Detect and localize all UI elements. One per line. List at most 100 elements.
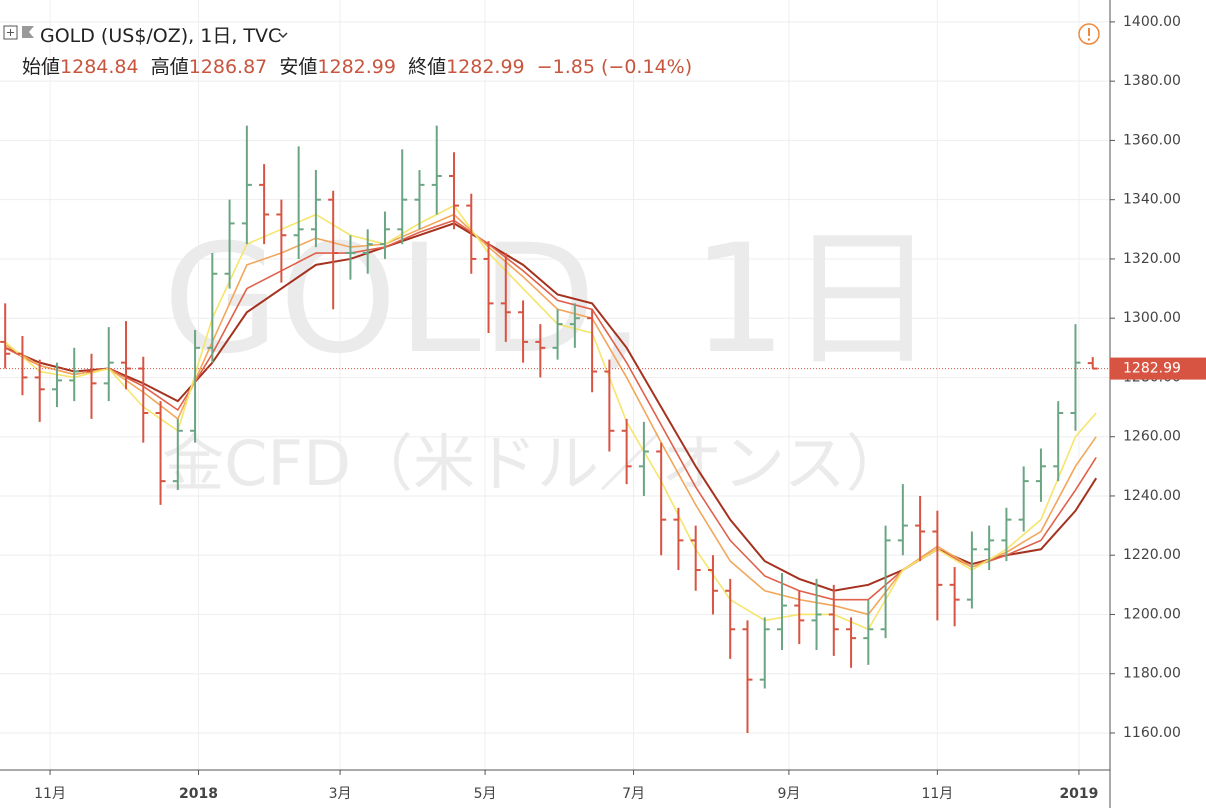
ohlc-bar	[656, 442, 667, 556]
ohlc-bar	[725, 578, 736, 659]
ohlc-bar	[846, 617, 857, 668]
ohlc-bar	[638, 421, 649, 496]
ohlc-bar	[155, 401, 166, 505]
x-tick-label: 11月	[34, 786, 66, 802]
watermark-group: GOLD, 1日 金CFD（米ドル／オンス）	[162, 213, 937, 500]
change: −1.85 (−0.14%)	[536, 56, 693, 78]
expand-icon[interactable]	[3, 25, 18, 40]
ohlc-bar	[811, 578, 822, 651]
ohlc-bar	[224, 199, 235, 289]
ohlc-bar	[621, 418, 632, 485]
ohlc-bar	[984, 525, 995, 571]
y-tick-label: 1300.00	[1123, 310, 1181, 326]
ohlc-bar	[673, 507, 684, 571]
ohlc-bar	[915, 495, 926, 562]
ohlc-bar	[328, 190, 339, 310]
chevron[interactable]	[278, 32, 288, 39]
ohlc-legend: 始値1284.84 高値1286.87 安値1282.99 終値1282.99 …	[22, 52, 692, 79]
ohlc-bar	[259, 164, 270, 245]
ohlc-value: 1282.99	[446, 56, 525, 78]
ohlc-bar	[794, 590, 805, 645]
ohlc-bar	[552, 309, 563, 360]
ohlc-bar	[1018, 466, 1029, 532]
ohlc-bar	[949, 567, 960, 627]
x-tick-label: 2019	[1059, 786, 1098, 802]
ohlc-bar	[897, 484, 908, 556]
ohlc-bar	[138, 356, 149, 443]
ohlc-bar	[742, 620, 753, 733]
ohlc-bar	[500, 253, 511, 342]
ohlc-label: 高値	[150, 56, 189, 78]
ohlc-label: 終値	[408, 56, 447, 78]
y-tick-label: 1340.00	[1123, 192, 1181, 208]
ohlc-bar	[483, 241, 494, 334]
y-tick-label: 1200.00	[1123, 606, 1181, 622]
ohlc-bar	[34, 359, 45, 422]
axes: 1160.00 1180.00 1200.00 1220.00 1240.00 1260.…	[34, 14, 1206, 802]
y-tick-label: 1220.00	[1123, 547, 1181, 563]
ohlc-bar	[172, 418, 183, 491]
y-tick-label: 1180.00	[1123, 666, 1181, 682]
y-tick-label: 1380.00	[1123, 73, 1181, 89]
x-tick-label: 2018	[179, 786, 218, 802]
y-tick-label: 1320.00	[1123, 251, 1181, 267]
watermark: 金CFD（米ドル／オンス）	[162, 427, 907, 500]
ohlc-value: 1286.87	[188, 56, 268, 78]
x-tick-label: 5月	[474, 786, 497, 802]
ohlc-label: 始値	[22, 56, 61, 78]
ohlc-bar	[449, 152, 460, 230]
ohlc-bar	[362, 229, 373, 274]
ohlc-bar	[276, 199, 287, 283]
ohlc-bar	[431, 125, 442, 215]
ohlc-bar	[604, 359, 615, 452]
x-tick-label: 9月	[777, 786, 800, 802]
ohlc-label: 安値	[279, 56, 318, 78]
ohlc-bar	[379, 211, 390, 259]
ohlc-bar	[966, 531, 977, 609]
ohlc-bar	[241, 125, 252, 245]
ohlc-bar	[777, 572, 788, 651]
ohlc-bar	[828, 584, 839, 656]
ohlc-bar	[863, 599, 874, 665]
symbol-title[interactable]: GOLD (US$/OZ), 1日, TVC	[40, 25, 282, 47]
flag-icon[interactable]	[22, 26, 34, 38]
ohlc-bar	[190, 330, 201, 443]
ohlc-bar	[932, 510, 943, 621]
ohlc-bar	[17, 335, 28, 396]
alert-icon[interactable]	[1078, 23, 1100, 45]
ohlc-bar	[518, 300, 529, 363]
last-price-label: 1282.99	[1123, 361, 1181, 377]
x-tick-label: 3月	[329, 786, 352, 802]
ohlc-bar	[1053, 401, 1064, 482]
ohlc-bar	[466, 193, 477, 274]
ohlc-bar	[880, 525, 891, 639]
ohlc-bar	[69, 347, 80, 402]
ohlc-value: 1282.99	[317, 56, 396, 78]
ohlc-value: 1284.84	[60, 56, 139, 78]
watermark: GOLD, 1日	[163, 213, 937, 387]
ohlc-bar	[707, 555, 718, 615]
icon-stroke	[1087, 38, 1091, 41]
ohlc-bar	[0, 303, 11, 369]
ohlc-bar	[1035, 448, 1046, 502]
y-tick-label: 1160.00	[1123, 725, 1181, 741]
ohlc-bar	[414, 170, 425, 230]
x-tick-label: 11月	[921, 786, 953, 802]
ohlc-bar	[207, 253, 218, 363]
y-tick-label: 1260.00	[1123, 429, 1181, 445]
ohlc-bar	[293, 146, 304, 259]
ohlc-bar	[690, 525, 701, 591]
ohlc-bar	[51, 362, 62, 408]
ohlc-bar	[1070, 324, 1081, 431]
ohlc-bar	[310, 170, 321, 248]
ohlc-bar	[587, 309, 598, 393]
ohlc-bar	[86, 353, 97, 419]
ohlc-bar	[569, 303, 580, 348]
ohlc-bar	[759, 617, 770, 689]
plot	[0, 125, 1110, 733]
ohlc-bar	[1001, 507, 1012, 562]
ohlc-bar	[397, 149, 408, 245]
ohlc-bar	[345, 235, 356, 280]
